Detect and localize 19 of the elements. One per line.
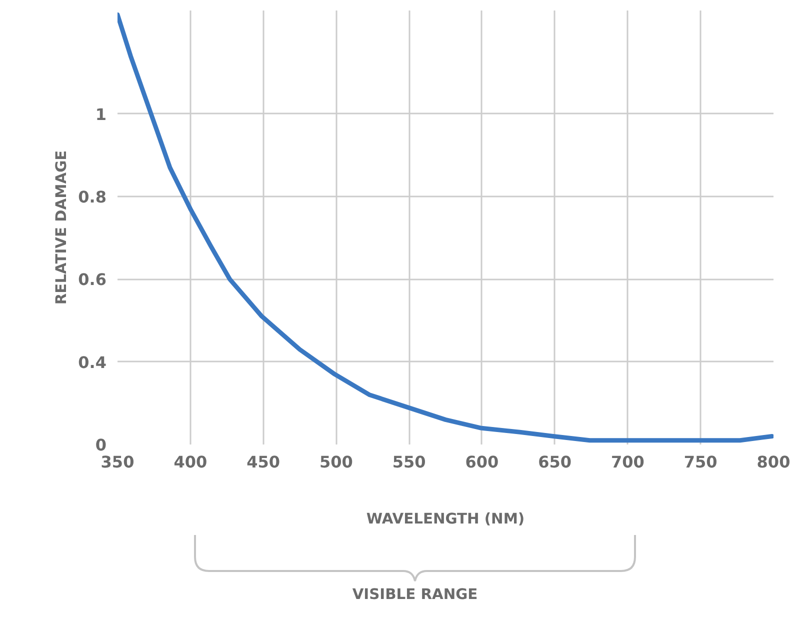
x-axis-title: WAVELENGTH (NM) [366, 510, 525, 528]
x-tick-label: 550 [392, 452, 426, 472]
x-tick-label: 450 [246, 452, 280, 472]
x-tick-label: 500 [319, 452, 353, 472]
y-tick-label: 0 [95, 436, 107, 454]
x-tick-label: 600 [465, 452, 499, 472]
x-tick-label: 800 [756, 452, 790, 472]
x-tick-label: 350 [100, 452, 134, 472]
x-tick-label: 650 [538, 452, 572, 472]
y-tick-label: 0.4 [78, 352, 106, 372]
line-series [118, 12, 774, 443]
y-tick-label: 0.6 [78, 270, 106, 290]
y-tick-label: 0.8 [78, 188, 106, 206]
y-tick-label: 1 [95, 104, 107, 124]
x-tick-label: 400 [174, 452, 208, 472]
y-axis-title: RELATIVE DAMAGE [53, 150, 70, 305]
x-tick-label: 700 [611, 452, 644, 472]
x-tick-label: 750 [684, 452, 718, 472]
text: VISIBLE RANGE [351, 585, 479, 605]
